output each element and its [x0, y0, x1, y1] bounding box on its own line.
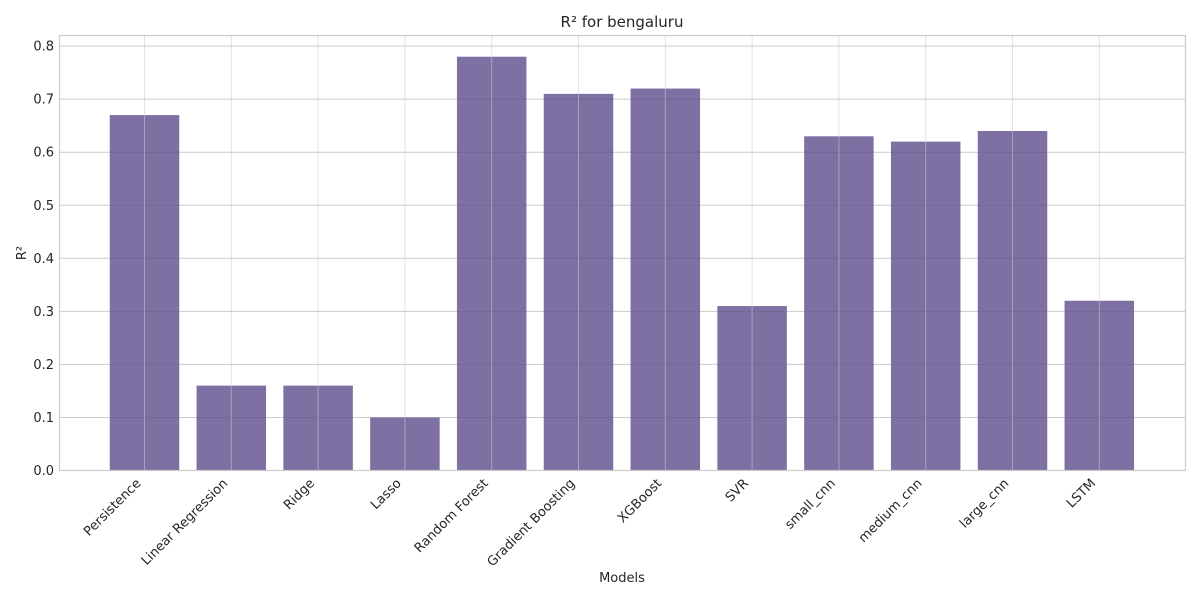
x-tick-label: small_cnn — [782, 476, 838, 532]
y-tick-label: 0.4 — [33, 252, 54, 267]
y-tick-label: 0.1 — [33, 411, 54, 426]
chart-title: R² for bengaluru — [561, 13, 684, 31]
y-axis-label: R² — [15, 246, 30, 260]
x-tick-label: large_cnn — [957, 476, 1012, 531]
x-tick-label: LSTM — [1064, 476, 1099, 511]
x-tick-label: SVR — [723, 476, 752, 505]
x-tick-label: Persistence — [81, 476, 144, 539]
y-tick-label: 0.5 — [33, 199, 54, 214]
x-tick-label: Ridge — [281, 476, 318, 513]
x-tick-label: XGBoost — [615, 476, 665, 526]
x-axis-label: Models — [599, 571, 645, 586]
x-tick-label: Lasso — [368, 476, 405, 513]
y-axis-ticks: 0.0 0.1 0.2 0.3 0.4 0.5 0.6 0.7 0.8 — [33, 40, 54, 479]
y-tick-label: 0.6 — [33, 146, 54, 161]
grid — [59, 45, 1186, 418]
y-tick-label: 0.7 — [33, 93, 54, 108]
x-tick-label: medium_cnn — [856, 476, 926, 546]
y-tick-label: 0.0 — [33, 464, 54, 479]
y-tick-label: 0.3 — [33, 305, 54, 320]
y-tick-label: 0.2 — [33, 358, 54, 373]
x-tick-label: Gradient Boosting — [485, 476, 579, 570]
x-tick-label: Linear Regression — [139, 476, 231, 568]
x-tick-label: Random Forest — [412, 476, 492, 556]
plot-frame — [58, 34, 1187, 472]
y-tick-label: 0.8 — [33, 40, 54, 55]
bars — [109, 35, 1135, 471]
